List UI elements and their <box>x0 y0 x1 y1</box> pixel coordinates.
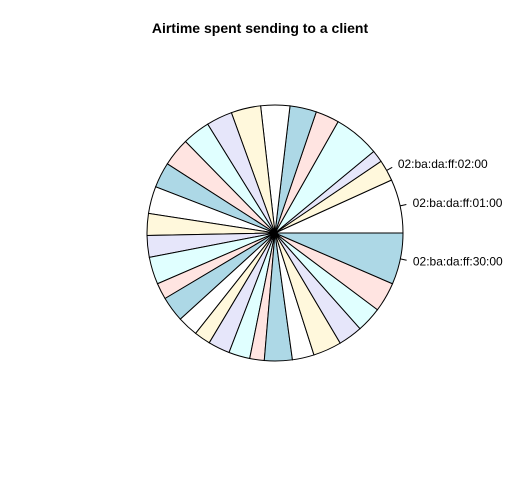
slice-label: 02:ba:da:ff:01:00 <box>413 196 503 210</box>
chart-title: Airtime spent sending to a client <box>151 20 369 36</box>
slice-label-tick <box>386 166 393 171</box>
slice-label: 02:ba:da:ff:30:00 <box>413 255 503 269</box>
slice-label-tick <box>399 204 407 207</box>
slice-label: 02:ba:da:ff:02:00 <box>398 157 488 171</box>
slice-label-tick <box>400 258 407 261</box>
